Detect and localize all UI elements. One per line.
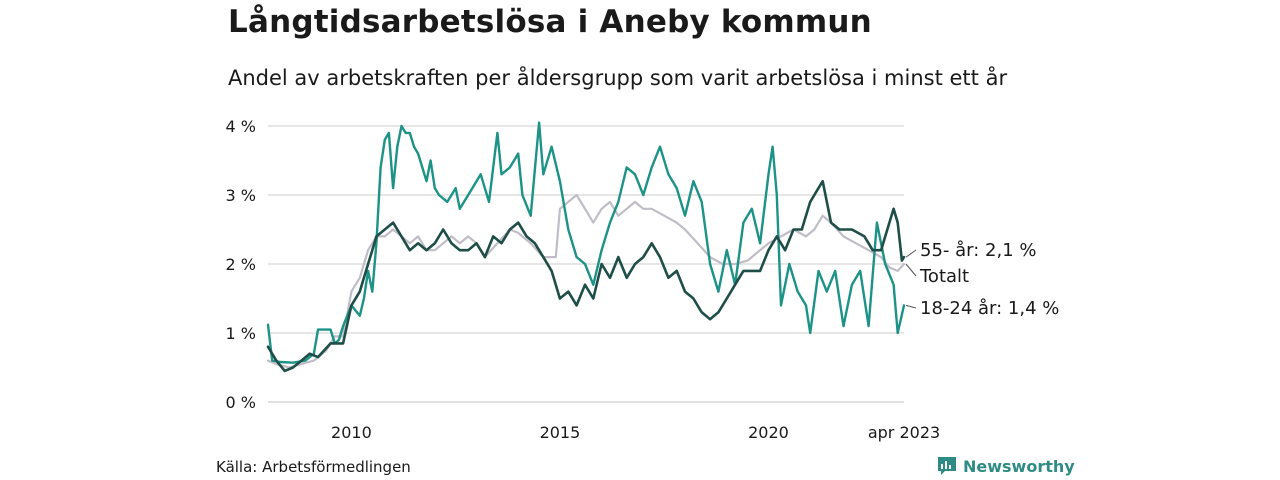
y-tick-label: 3 % bbox=[226, 186, 256, 205]
source-note: Källa: Arbetsförmedlingen bbox=[216, 458, 411, 476]
y-tick-label: 2 % bbox=[226, 255, 256, 274]
x-tick-label: 2010 bbox=[331, 423, 372, 442]
series-end-label: 18-24 år: 1,4 % bbox=[920, 298, 1059, 319]
brand-logo: Newsworthy bbox=[937, 456, 1075, 476]
series-line-senior bbox=[266, 179, 906, 373]
chart-title: Långtidsarbetslösa i Aneby kommun bbox=[228, 4, 872, 40]
y-tick-label: 4 % bbox=[226, 117, 256, 136]
leader-line bbox=[905, 263, 917, 277]
x-tick-label: 2015 bbox=[540, 423, 581, 442]
x-tick-label: apr 2023 bbox=[868, 423, 940, 442]
leader-line bbox=[905, 304, 917, 309]
y-tick-label: 0 % bbox=[226, 393, 256, 412]
leader-line bbox=[905, 249, 917, 258]
series-end-label: 55- år: 2,1 % bbox=[920, 240, 1036, 261]
brand-name: Newsworthy bbox=[963, 456, 1075, 476]
series-end-label: Totalt bbox=[919, 266, 969, 287]
y-tick-label: 1 % bbox=[226, 324, 256, 343]
chart-subtitle: Andel av arbetskraften per åldersgrupp s… bbox=[228, 66, 1008, 90]
x-tick-label: 2020 bbox=[748, 423, 789, 442]
newsworthy-icon bbox=[938, 457, 956, 475]
series-line-youth bbox=[266, 121, 906, 364]
